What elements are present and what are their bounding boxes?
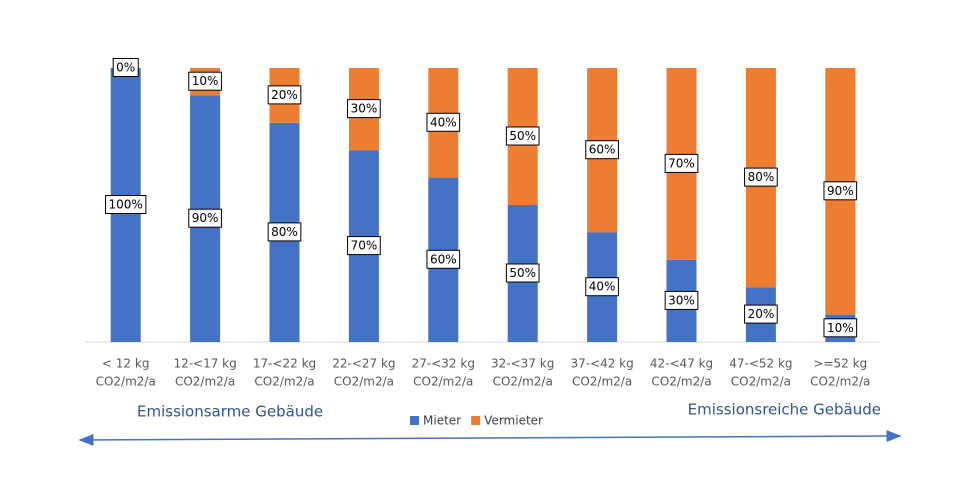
x-tick-label: >=52 kg bbox=[813, 357, 867, 371]
value-label: 90% bbox=[827, 184, 854, 198]
annotation: Emissionsarme Gebäude bbox=[137, 403, 323, 421]
x-tick-label: 47-<52 kg bbox=[729, 357, 792, 371]
value-label-box bbox=[744, 167, 778, 187]
x-tick-label: CO2/m2/a bbox=[334, 375, 394, 389]
value-label: 60% bbox=[585, 140, 619, 160]
value-label: 10% bbox=[823, 318, 858, 338]
value-label: 10% bbox=[827, 321, 854, 335]
value-label: 20% bbox=[748, 307, 775, 321]
value-label: 60% bbox=[589, 143, 616, 157]
value-label: 10% bbox=[192, 74, 219, 88]
value-label: 0% bbox=[116, 61, 135, 75]
value-label-box bbox=[585, 277, 619, 297]
legend-label: Vermieter bbox=[484, 414, 543, 428]
value-label-box bbox=[505, 263, 540, 283]
value-label-box bbox=[188, 71, 222, 91]
value-label-box bbox=[744, 304, 778, 324]
value-label: 40% bbox=[589, 280, 616, 294]
legend-label: Mieter bbox=[423, 414, 461, 428]
value-label: 60% bbox=[430, 252, 457, 266]
value-label: 40% bbox=[585, 277, 619, 297]
x-tick-label: CO2/m2/a bbox=[175, 375, 235, 389]
value-label: 50% bbox=[505, 126, 540, 146]
value-label: 70% bbox=[351, 239, 378, 253]
value-label: 50% bbox=[509, 129, 536, 143]
value-label-box bbox=[426, 249, 461, 269]
value-label-box bbox=[585, 140, 619, 160]
value-label: 20% bbox=[744, 304, 778, 324]
x-tick-label: CO2/m2/a bbox=[413, 375, 473, 389]
arrow bbox=[78, 430, 902, 446]
value-label-box bbox=[267, 85, 302, 105]
value-label-box bbox=[426, 112, 461, 132]
value-label: 100% bbox=[109, 198, 143, 212]
value-label: 90% bbox=[192, 211, 219, 225]
value-label: 70% bbox=[347, 236, 381, 256]
value-label: 30% bbox=[347, 99, 381, 119]
value-label-box bbox=[105, 195, 147, 214]
value-label: 80% bbox=[267, 222, 302, 242]
value-label: 20% bbox=[267, 85, 302, 105]
value-label: 30% bbox=[351, 102, 378, 116]
value-label-box bbox=[664, 153, 699, 173]
value-label-box bbox=[505, 126, 540, 146]
x-tick-label: 42-<47 kg bbox=[650, 357, 713, 371]
value-label-box bbox=[347, 99, 381, 119]
value-label: 80% bbox=[748, 170, 775, 184]
x-tick-label: CO2/m2/a bbox=[254, 375, 314, 389]
x-tick-label: 27-<32 kg bbox=[412, 357, 475, 371]
legend-swatch bbox=[410, 416, 419, 425]
value-label: 0% bbox=[112, 58, 139, 77]
x-tick-label: 17-<22 kg bbox=[253, 357, 316, 371]
x-tick-label: CO2/m2/a bbox=[572, 375, 632, 389]
value-label: 40% bbox=[430, 115, 457, 129]
value-label: 30% bbox=[668, 293, 695, 307]
value-label: 60% bbox=[426, 249, 461, 269]
value-label-box bbox=[347, 236, 381, 256]
x-tick-label: 37-<42 kg bbox=[570, 357, 633, 371]
value-label-box bbox=[664, 290, 699, 310]
value-label: 40% bbox=[426, 112, 461, 132]
value-label-box bbox=[112, 58, 139, 77]
value-label: 90% bbox=[188, 208, 222, 228]
x-tick-label: < 12 kg bbox=[102, 357, 150, 371]
value-label: 20% bbox=[271, 88, 298, 102]
x-tick-label: CO2/m2/a bbox=[731, 375, 791, 389]
value-label-box bbox=[823, 181, 858, 201]
value-label: 30% bbox=[664, 290, 699, 310]
legend-swatch bbox=[471, 416, 481, 425]
annotation: Emissionsreiche Gebäude bbox=[688, 401, 881, 419]
value-label-box bbox=[823, 318, 858, 338]
value-label: 50% bbox=[509, 266, 536, 280]
value-label: 90% bbox=[823, 181, 858, 201]
x-tick-label: CO2/m2/a bbox=[651, 375, 711, 389]
value-label: 100% bbox=[105, 195, 147, 214]
value-label: 50% bbox=[505, 263, 540, 283]
x-tick-label: 22-<27 kg bbox=[332, 357, 395, 371]
value-label-box bbox=[188, 208, 222, 228]
value-label-box bbox=[267, 222, 302, 242]
x-tick-label: CO2/m2/a bbox=[493, 375, 553, 389]
value-label: 80% bbox=[744, 167, 778, 187]
x-tick-label: 12-<17 kg bbox=[173, 357, 236, 371]
value-label: 70% bbox=[668, 156, 695, 170]
value-label: 80% bbox=[271, 225, 298, 239]
x-tick-label: CO2/m2/a bbox=[810, 375, 870, 389]
x-tick-label: 32-<37 kg bbox=[491, 357, 554, 371]
x-tick-label: CO2/m2/a bbox=[96, 375, 156, 389]
value-label: 70% bbox=[664, 153, 699, 173]
value-label: 10% bbox=[188, 71, 222, 91]
